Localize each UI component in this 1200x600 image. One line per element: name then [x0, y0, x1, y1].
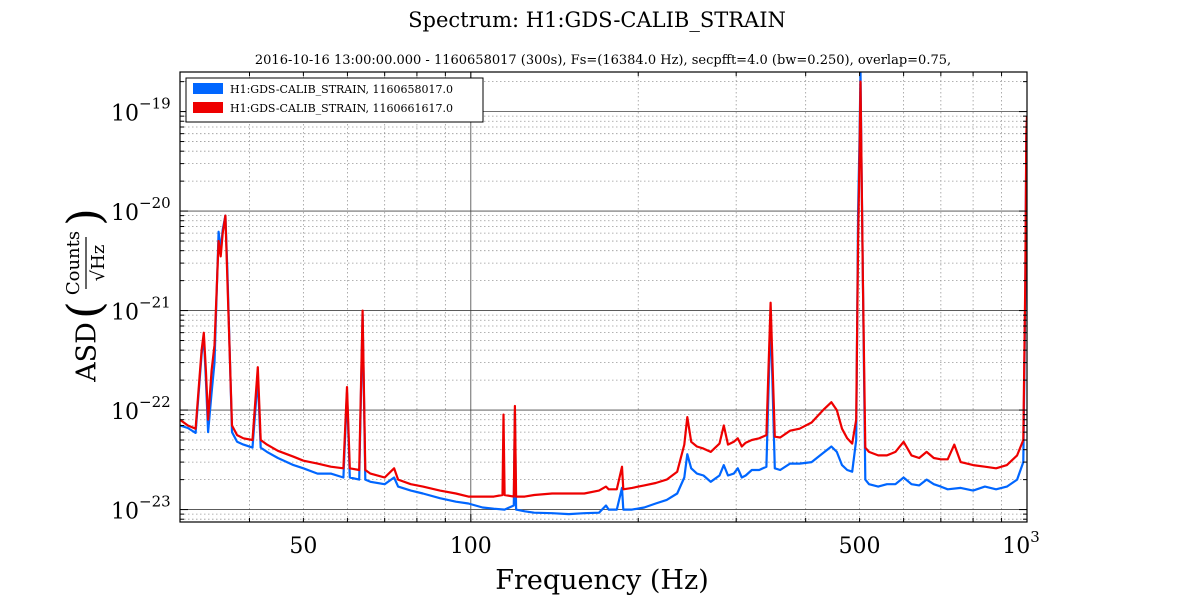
series-line-blue	[180, 72, 1027, 516]
y-tick-exponent: −23	[139, 493, 171, 511]
plot-frame	[179, 71, 1028, 523]
legend-label-1160658017: H1:GDS-CALIB_STRAIN, 1160658017.0	[230, 83, 453, 96]
grid	[180, 72, 1027, 522]
legend-box	[185, 77, 484, 123]
y-tick-exponent: −22	[139, 393, 171, 411]
legend-swatch-blue	[193, 83, 223, 94]
y-axis-label-open-paren: (	[57, 301, 111, 319]
x-axis-label: Frequency (Hz)	[495, 565, 708, 596]
legend-label-1160661617: H1:GDS-CALIB_STRAIN, 1160661617.0	[230, 102, 453, 115]
y-axis-label-denominator: √Hz	[88, 245, 109, 282]
x-tick-label: 500	[839, 534, 881, 559]
series-group	[180, 72, 1027, 516]
y-axis-label-text: ASD	[72, 322, 103, 383]
x-tick-exponent: 3	[1030, 528, 1040, 546]
chart-title: Spectrum: H1:GDS-CALIB_STRAIN	[408, 8, 786, 32]
y-tick-exponent: −19	[139, 95, 171, 113]
y-axis-label-numerator: Counts	[63, 231, 84, 295]
chart-subtitle: 2016-10-16 13:00:00.000 - 1160658017 (30…	[255, 53, 951, 68]
series-line-red	[180, 80, 1027, 498]
y-tick-exponent: −20	[139, 194, 171, 212]
y-axis-label-close-paren: )	[57, 208, 111, 226]
y-tick-exponent: −21	[139, 294, 171, 312]
legend-swatch-red	[193, 102, 223, 113]
x-tick-label: 100	[450, 534, 492, 559]
x-tick-labels: 50 100 500 103	[289, 528, 1039, 559]
axis-ticks	[180, 72, 1027, 522]
legend: H1:GDS-CALIB_STRAIN, 1160658017.0 H1:GDS…	[185, 77, 484, 123]
x-tick-label: 50	[289, 534, 317, 559]
y-axis-label: ASD ( ) Counts √Hz	[57, 208, 111, 383]
